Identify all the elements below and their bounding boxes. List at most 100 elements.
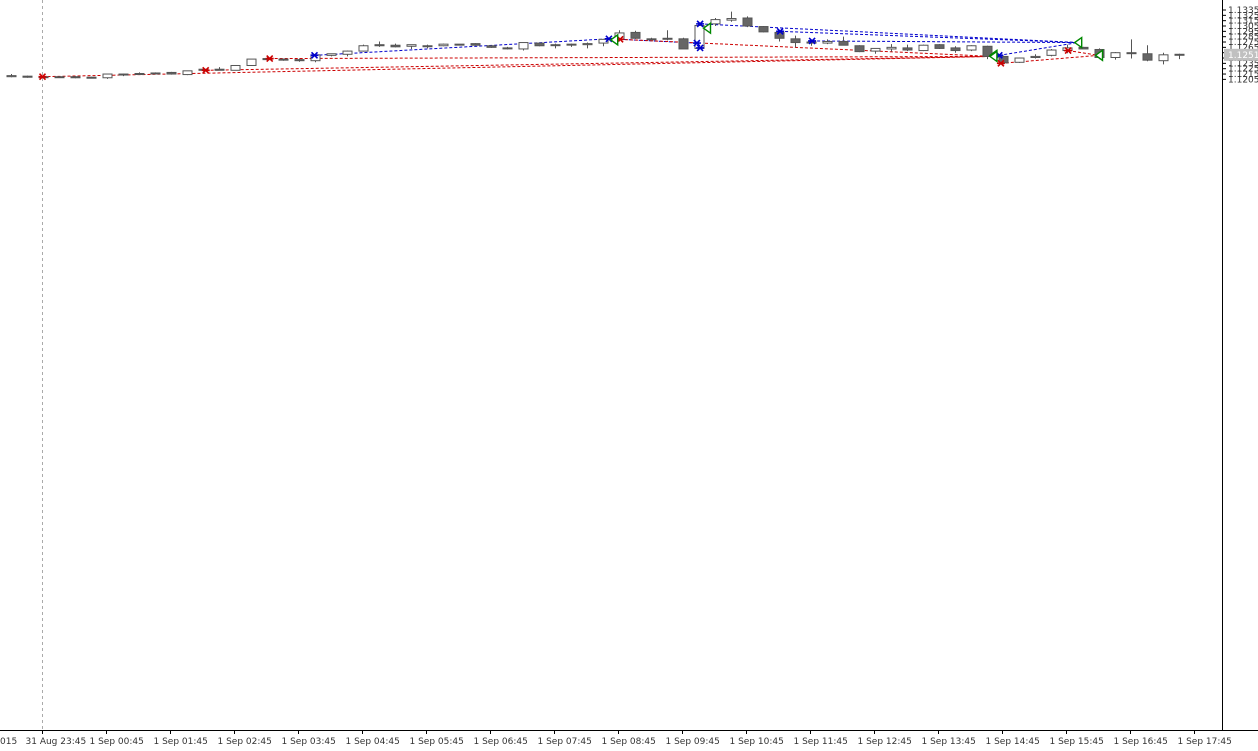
trade-line [1068,50,1099,56]
candle-body-bear [390,44,401,48]
candle [150,72,161,75]
candle-body-bear [1078,46,1089,50]
candle [294,58,305,62]
candle-body-bull [246,58,257,66]
candle-body-bear [1142,53,1153,61]
candle-body-bull [326,53,337,56]
candle-body-bear [22,75,33,78]
trade-line [700,23,1078,44]
close-marker [609,33,619,47]
candle-body-bull [1110,52,1121,58]
price-tick-label: 1.1235 [1228,59,1258,69]
time-tick-label: 1 Sep 06:45 [474,737,528,747]
price-tick-label: 1.1295 [1228,27,1258,37]
price-tick-label: 1.1315 [1228,17,1258,27]
candle [934,44,945,49]
candle [6,74,17,78]
candle [662,30,673,41]
current-price-badge: 1.1251 [1224,48,1258,61]
time-tick-label: 1 Sep 12:45 [858,737,912,747]
candle-body-bear [934,44,945,49]
candle-body-bull [886,46,897,50]
buy-marker [692,39,701,47]
candle [822,39,833,45]
candle [358,44,369,52]
trade-line [812,40,1078,44]
candle [1142,45,1153,62]
price-tick-label: 1.1305 [1228,22,1258,32]
candle-body-bear [166,71,177,75]
candle-body-bull [966,45,977,51]
candle-body-bull [598,38,609,44]
candle [630,30,641,39]
price-tick-label: 1.1325 [1228,11,1258,21]
trade-lines [42,23,1099,78]
candle-body-bear [70,76,81,79]
candle [102,73,113,79]
candle-body-bear [838,40,849,46]
time-tick-label: 015 [0,737,17,747]
price-tick-label: 1.1205 [1228,75,1258,85]
sell-marker [996,59,1005,67]
time-tick-label: 1 Sep 11:45 [794,737,848,747]
current-price-badge-bg [1224,48,1258,61]
candle [470,43,481,46]
candle-body-bull [438,43,449,47]
candle-body-bull [822,40,833,44]
candle-body-bull [566,43,577,46]
buy-marker [310,51,319,59]
price-tick-label: 1.1275 [1228,38,1258,48]
close-marker [1094,48,1104,62]
time-tick-label: 1 Sep 08:45 [602,737,656,747]
candle-body-bull [1014,57,1025,63]
time-tick-label: 1 Sep 04:45 [346,737,400,747]
candles [6,11,1185,79]
candle-body-bull [358,45,369,52]
candle-body-bull [582,43,593,46]
candle-body-bear [646,38,657,41]
time-tick-label: 1 Sep 00:45 [90,737,144,747]
trade-line [269,55,993,60]
price-tick-label: 1.1225 [1228,65,1258,75]
candle [1174,53,1185,60]
buy-marker [776,27,785,35]
candle-body-bear [854,45,865,53]
time-tick-label: 1 Sep 13:45 [922,737,976,747]
candle [838,36,849,46]
time-tick-label: 1 Sep 01:45 [154,737,208,747]
candle [646,37,657,41]
candle-body-bear [470,43,481,46]
candle-body-bear [678,38,689,50]
candle-body-bear [214,68,225,71]
candle-body-bull [518,42,529,50]
candle-body-bull [454,43,465,46]
candle [22,75,33,78]
candle-body-bear [630,31,641,39]
candle-body-bull [406,44,417,47]
buy-marker [696,44,705,52]
close-marker [988,50,998,63]
candle-body-bull [870,47,881,52]
candle [86,76,97,79]
candle-body-bear [534,42,545,47]
candle-body-bull [422,45,433,48]
candle-body-bear [486,45,497,48]
current-price-label: 1.1251 [1228,51,1258,61]
sell-marker [38,73,47,81]
trade-line [999,42,1078,56]
candle [582,42,593,49]
price-axis: 1.12051.12151.12251.12351.12451.12551.12… [0,0,1258,731]
candle [70,76,81,79]
close-marker [1073,36,1083,49]
candle [438,43,449,47]
candle [854,45,865,53]
candle-body-bear [742,17,753,27]
candle [118,73,129,77]
time-axis: 015 31 Aug 23:45 1 Sep 00:45 1 Sep 01:45 1 S… [0,730,1232,747]
candle-body-bear [294,59,305,62]
candle-body-bull [726,18,737,21]
candle-body-bull [1174,53,1185,56]
candle [374,41,385,47]
